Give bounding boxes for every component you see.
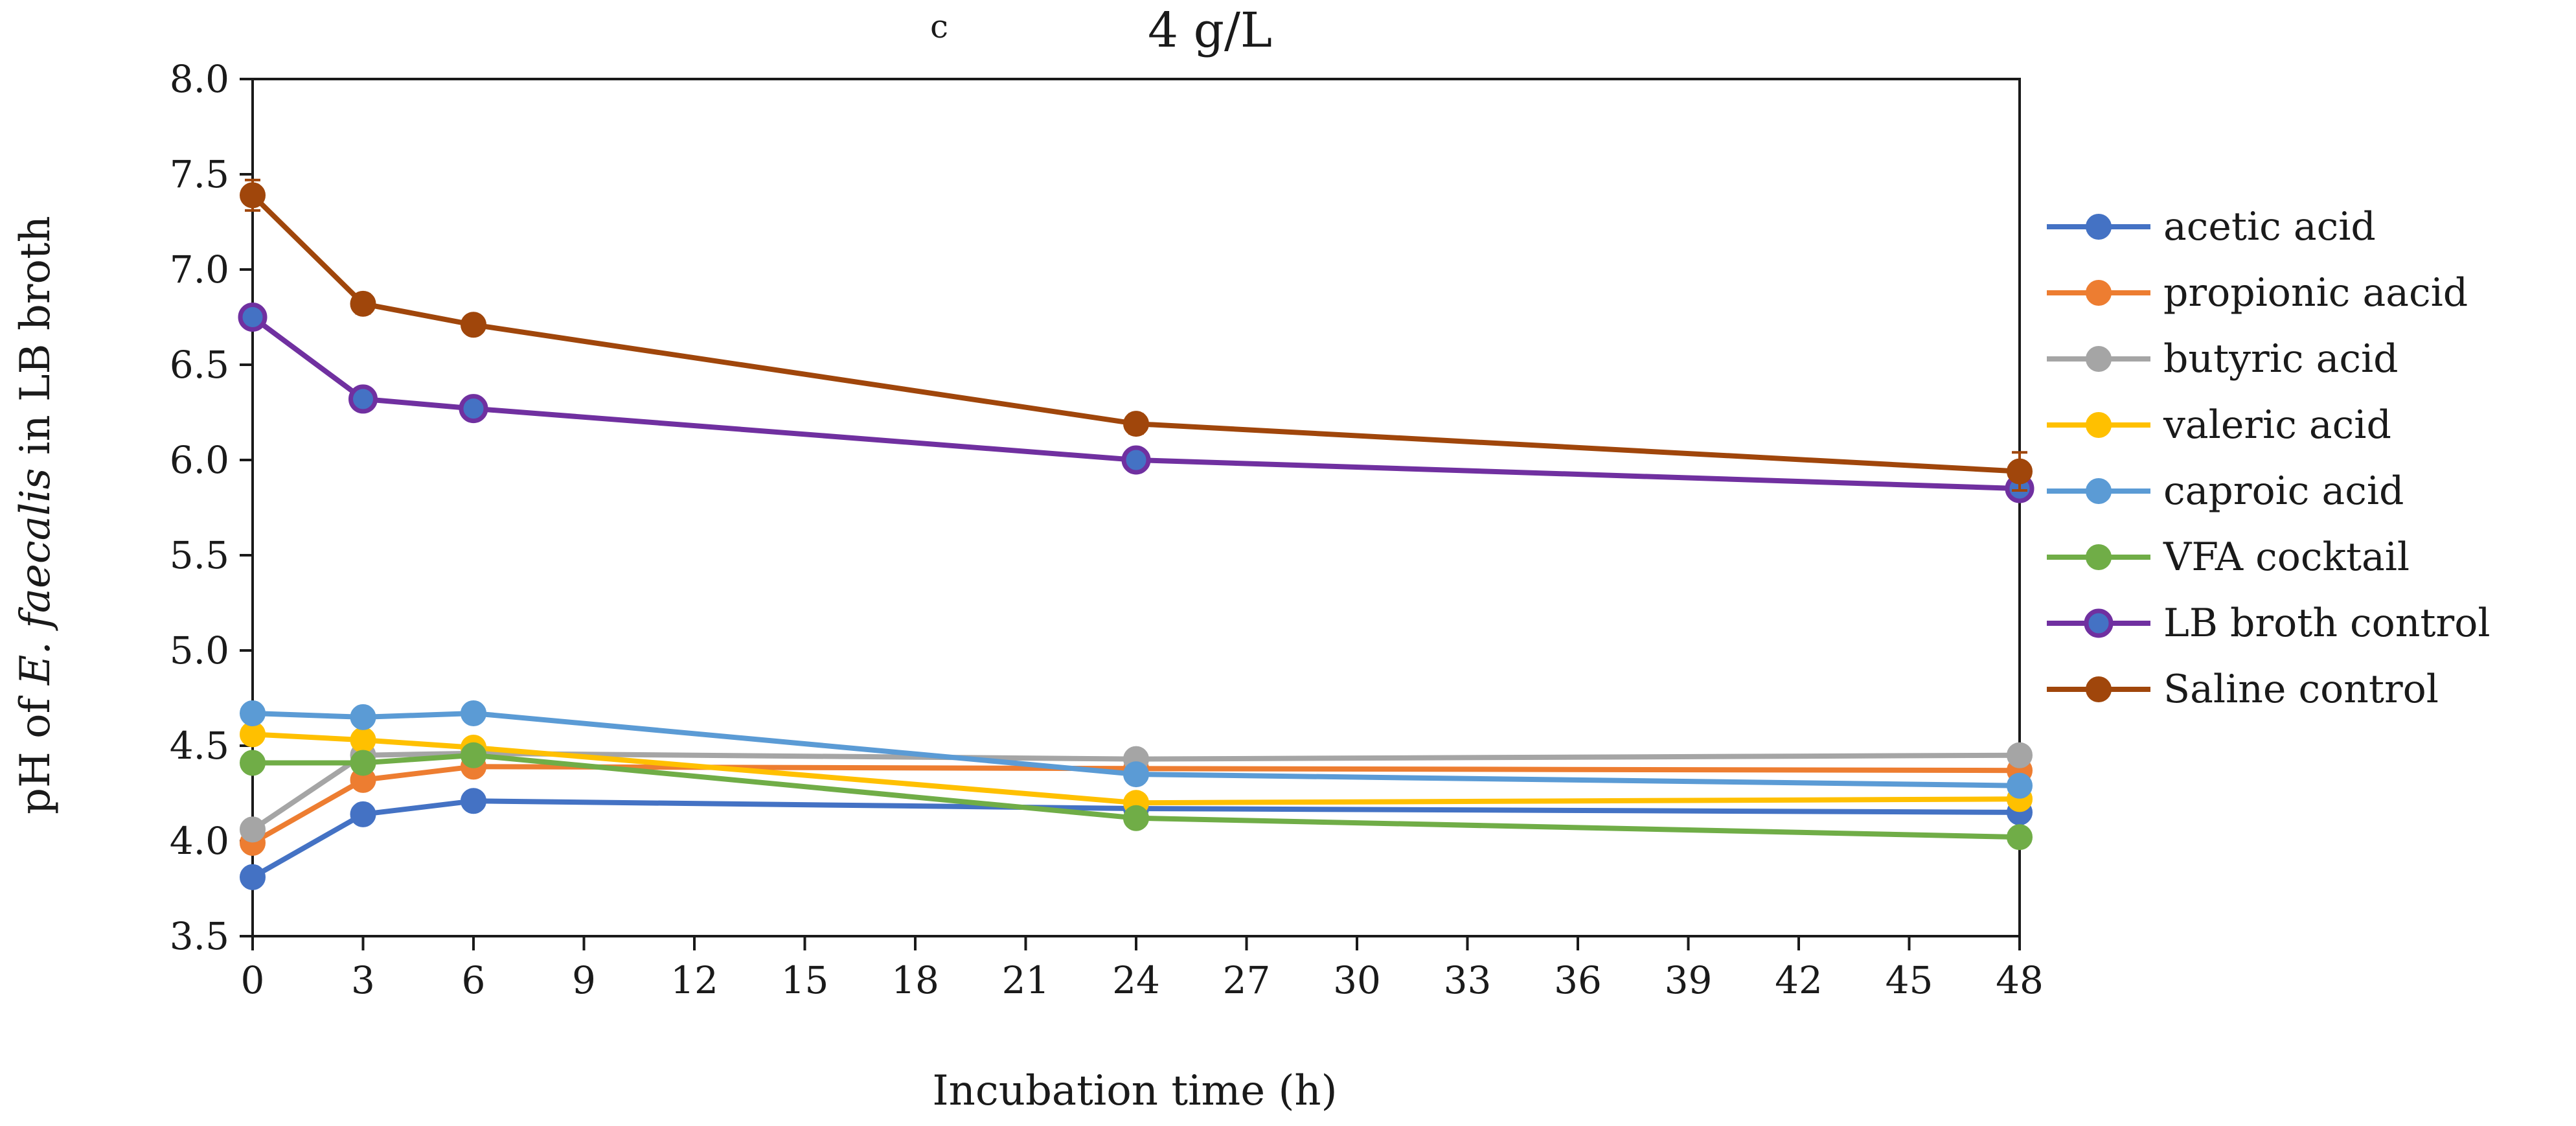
x-tick-label: 12 <box>670 958 718 1002</box>
y-tick-label: 4.5 <box>170 724 229 768</box>
series-caproic-acid <box>240 700 2033 799</box>
legend-marker <box>2086 346 2112 372</box>
y-axis-title: pH of E. faecalis in LB broth <box>12 216 60 814</box>
data-point <box>461 742 486 768</box>
y-tick-label: 7.0 <box>170 247 229 292</box>
data-point <box>348 384 378 414</box>
data-point <box>2007 772 2033 799</box>
x-tick-label: 0 <box>241 958 265 1002</box>
legend-label: valeric acid <box>2163 402 2391 448</box>
y-tick-label: 6.0 <box>170 438 229 482</box>
data-point <box>459 394 488 424</box>
legend-label: caproic acid <box>2163 468 2404 514</box>
legend-label: VFA cocktail <box>2163 534 2410 580</box>
legend-item: LB broth control <box>2047 601 2491 646</box>
legend-marker <box>2084 608 2114 638</box>
y-tick-label: 5.0 <box>170 628 229 672</box>
data-point <box>2007 742 2033 768</box>
x-tick-label: 36 <box>1554 958 1602 1002</box>
y-axis-title-part-1: pH of <box>12 685 60 814</box>
legend-label: acetic acid <box>2163 204 2376 249</box>
x-tick-label: 33 <box>1444 958 1492 1002</box>
data-point <box>240 182 266 209</box>
x-axis: 0 3 6 9 12 15 18 21 24 27 30 33 36 39 42 45 48 <box>241 936 2044 1002</box>
legend-marker <box>2086 214 2112 240</box>
data-point <box>240 816 266 843</box>
y-axis-title-part-3: in LB broth <box>12 216 60 468</box>
legend-marker <box>2086 412 2112 438</box>
data-point <box>350 290 376 317</box>
legend-item: caproic acid <box>2047 468 2404 514</box>
x-tick-label: 21 <box>1002 958 1050 1002</box>
x-tick-label: 39 <box>1665 958 1713 1002</box>
x-tick-label: 6 <box>462 958 486 1002</box>
y-tick-label: 5.5 <box>170 533 229 577</box>
legend-label: propionic aacid <box>2163 270 2468 316</box>
data-point <box>1123 411 1149 437</box>
x-tick-label: 42 <box>1775 958 1823 1002</box>
x-tick-label: 27 <box>1223 958 1271 1002</box>
x-tick-label: 9 <box>572 958 596 1002</box>
series-vfa-cocktail <box>240 742 2033 851</box>
legend-marker <box>2086 280 2112 306</box>
y-tick-label: 3.5 <box>170 914 229 958</box>
x-tick-label: 18 <box>891 958 939 1002</box>
legend-label: LB broth control <box>2163 601 2491 646</box>
x-tick-label: 3 <box>351 958 375 1002</box>
data-point <box>2007 824 2033 851</box>
data-point <box>1121 445 1151 475</box>
data-point <box>240 864 266 890</box>
data-point <box>350 727 376 753</box>
data-point <box>240 700 266 727</box>
data-point <box>238 303 268 332</box>
data-point <box>461 700 486 727</box>
chart-title: 4 g/L <box>1148 3 1272 58</box>
data-point <box>1123 761 1149 788</box>
y-tick-label: 7.5 <box>170 152 229 196</box>
data-point <box>240 750 266 776</box>
data-point <box>1123 805 1149 831</box>
y-axis: 3.5 4.0 4.5 5.0 5.5 6.0 6.5 7.0 7.5 8.0 <box>170 57 253 958</box>
data-point <box>350 704 376 730</box>
series-saline-control <box>240 178 2033 492</box>
legend-marker <box>2086 544 2112 570</box>
series-lb-broth-control <box>238 303 2035 503</box>
legend-item: propionic aacid <box>2047 270 2468 316</box>
legend: acetic acid propionic aacid butyric acid va… <box>2047 204 2491 712</box>
y-axis-title-part-2: E. faecalis <box>12 468 60 685</box>
legend-label: butyric acid <box>2163 336 2399 382</box>
panel-label: c <box>930 8 948 45</box>
y-tick-label: 8.0 <box>170 57 229 101</box>
x-tick-label: 30 <box>1333 958 1381 1002</box>
data-point <box>350 750 376 776</box>
legend-item: VFA cocktail <box>2047 534 2410 580</box>
legend-item: acetic acid <box>2047 204 2376 249</box>
x-tick-label: 45 <box>1886 958 1933 1002</box>
legend-marker <box>2086 676 2112 702</box>
y-tick-label: 6.5 <box>170 343 229 387</box>
x-tick-label: 48 <box>1996 958 2044 1002</box>
x-tick-label: 15 <box>781 958 829 1002</box>
legend-item: Saline control <box>2047 667 2439 712</box>
legend-marker <box>2086 478 2112 504</box>
legend-item: butyric acid <box>2047 336 2399 382</box>
data-point <box>461 312 486 338</box>
legend-label: Saline control <box>2163 667 2439 712</box>
data-point <box>350 801 376 827</box>
data-point <box>2007 458 2033 485</box>
legend-item: valeric acid <box>2047 402 2391 448</box>
series-layer <box>238 178 2035 890</box>
x-axis-title: Incubation time (h) <box>932 1067 1337 1115</box>
data-point <box>461 788 486 814</box>
y-tick-label: 4.0 <box>170 819 229 863</box>
x-tick-label: 24 <box>1112 958 1160 1002</box>
